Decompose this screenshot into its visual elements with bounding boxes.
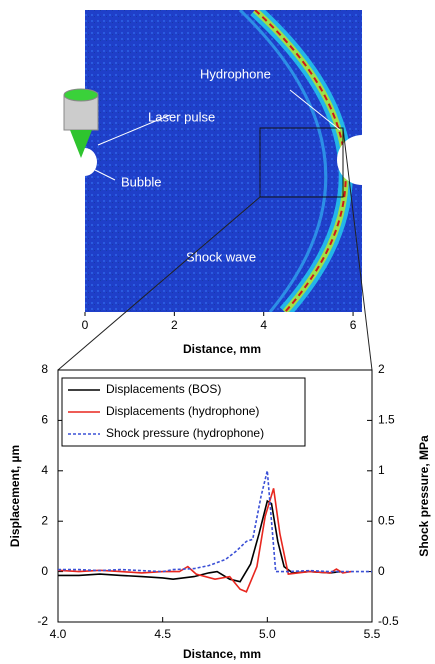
y2-tick-label: 1.5 <box>378 413 395 427</box>
annotation: Bubble <box>121 174 161 189</box>
x-tick-label: 4.0 <box>50 627 67 641</box>
x-tick-label: 4.5 <box>154 627 171 641</box>
legend-box <box>61 377 306 447</box>
y-tick-label: 8 <box>41 362 48 376</box>
arrow <box>94 169 116 181</box>
x-tick-label: 5.5 <box>364 627 381 641</box>
x-tick-label: 5.0 <box>259 627 276 641</box>
y-tick-label: -2 <box>37 614 48 628</box>
arrow <box>289 89 341 131</box>
x-axis-label: Distance, mm <box>183 647 261 661</box>
legend-label: Displacements (hydrophone) <box>106 404 259 418</box>
legend-label: Shock pressure (hydrophone) <box>106 426 264 440</box>
x-tick-label: 4 <box>260 318 267 332</box>
laser-icon <box>63 88 99 158</box>
plot-frame <box>57 369 373 623</box>
y-axis-label: Displacement, µm <box>8 445 22 547</box>
zoom-line <box>342 127 373 371</box>
y2-tick-label: -0.5 <box>378 614 399 628</box>
x-tick-label: 2 <box>171 318 178 332</box>
x-axis-label: Distance, mm <box>183 342 261 356</box>
x-tick-label: 6 <box>350 318 357 332</box>
y-tick-label: 2 <box>41 513 48 527</box>
series-line <box>58 499 341 583</box>
y2-tick-label: 0 <box>378 564 385 578</box>
annotation: Hydrophone <box>200 66 271 81</box>
y2-tick-label: 1 <box>378 463 385 477</box>
y2-axis-label: Shock pressure, MPa <box>417 435 431 557</box>
legend-label: Displacements (BOS) <box>106 382 221 396</box>
series-line <box>57 488 352 593</box>
y2-tick-label: 0.5 <box>378 513 395 527</box>
y-tick-label: 6 <box>41 413 48 427</box>
y2-tick-label: 2 <box>378 362 385 376</box>
annotation: Laser pulse <box>148 109 215 124</box>
annotation: Shock wave <box>186 249 256 264</box>
x-tick-label: 0 <box>82 318 89 332</box>
zoom-line <box>57 196 261 371</box>
bos-image <box>63 10 362 312</box>
arrow <box>97 114 171 146</box>
y-tick-label: 4 <box>41 463 48 477</box>
y-tick-label: 0 <box>41 564 48 578</box>
series-line <box>58 470 372 573</box>
